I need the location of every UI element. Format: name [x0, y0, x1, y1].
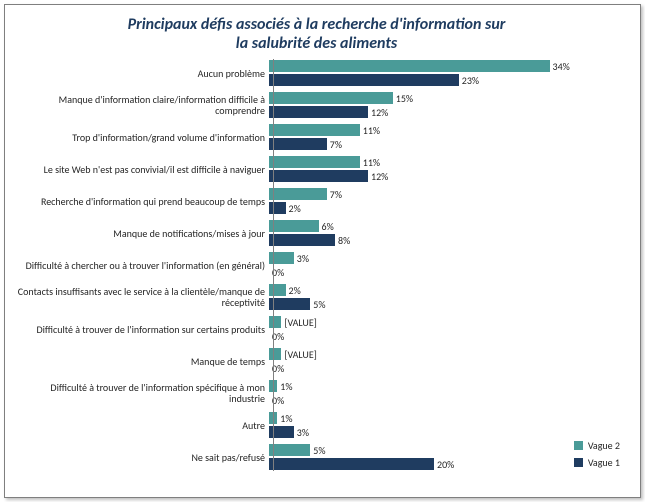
value-label-vague1: 7%	[330, 138, 342, 151]
legend-label-vague2: Vague 2	[588, 439, 620, 452]
bar-pair: 1%0%	[269, 379, 618, 407]
value-label-vague1: 2%	[289, 202, 301, 215]
bar-vague2	[269, 444, 310, 456]
bar-vague2	[269, 92, 393, 104]
bar-vague1	[269, 74, 459, 86]
bar-vague1	[269, 202, 286, 214]
chart-frame: Principaux défis associés à la recherche…	[4, 4, 641, 498]
value-label-vague1: 20%	[437, 458, 454, 471]
value-label-vague2: 11%	[363, 124, 380, 137]
bar-vague2	[269, 124, 360, 136]
category-row: Aucun problème 34% 23%	[17, 59, 618, 87]
category-label: Manque de temps	[17, 356, 269, 367]
category-label: Difficulté à trouver de l'information su…	[17, 324, 269, 335]
bar-pair: [VALUE]0%	[269, 315, 618, 343]
bar-pair: [VALUE]0%	[269, 347, 618, 375]
category-row: Manque de temps[VALUE]0%	[17, 347, 618, 375]
bar-pair: 11%12%	[269, 155, 618, 183]
category-label: Difficulté à trouver de l'information sp…	[17, 382, 269, 404]
category-row: Le site Web n'est pas convivial/il est d…	[17, 155, 618, 183]
value-label-vague2: 11%	[363, 156, 380, 169]
bar-vague2	[269, 188, 327, 200]
category-label: Recherche d'information qui prend beauco…	[17, 196, 269, 207]
category-row: Difficulté à trouver de l'information su…	[17, 315, 618, 343]
bar-vague1	[269, 234, 335, 246]
chart-title: Principaux défis associés à la recherche…	[11, 15, 622, 53]
value-label-vague1: 12%	[371, 170, 388, 183]
bar-vague1	[269, 298, 310, 310]
bar-vague2	[269, 284, 286, 296]
category-label: Ne sait pas/refusé	[17, 452, 269, 463]
category-label: Le site Web n'est pas convivial/il est d…	[17, 164, 269, 175]
category-row: Trop d'information/grand volume d'inform…	[17, 123, 618, 151]
legend: Vague 2 Vague 1	[574, 435, 620, 469]
value-label-vague2: 2%	[289, 284, 301, 297]
category-label: Difficulté à chercher ou à trouver l'inf…	[17, 260, 269, 271]
bar-vague2	[269, 220, 319, 232]
bar-vague2	[269, 348, 281, 360]
category-label: Trop d'information/grand volume d'inform…	[17, 132, 269, 143]
value-label-vague2: [VALUE]	[284, 316, 316, 329]
legend-item-vague1: Vague 1	[574, 456, 620, 469]
title-line-1: Principaux défis associés à la recherche…	[128, 15, 506, 34]
category-label: Manque de notifications/mises à jour	[17, 228, 269, 239]
value-label-vague2: 15%	[396, 92, 413, 105]
bar-vague2	[269, 60, 550, 72]
value-label-vague2: 3%	[297, 252, 309, 265]
value-label-vague2: 1%	[280, 380, 292, 393]
category-row: Difficulté à trouver de l'information sp…	[17, 379, 618, 407]
value-label-vague2: 7%	[330, 188, 342, 201]
bar-vague2	[269, 316, 281, 328]
bar-pair: 2% 5%	[269, 283, 618, 311]
value-label-vague2: 5%	[313, 444, 325, 457]
value-label-vague2: 6%	[322, 220, 334, 233]
bar-vague2	[269, 156, 360, 168]
bar-pair: 3%0%	[269, 251, 618, 279]
category-row: Difficulté à chercher ou à trouver l'inf…	[17, 251, 618, 279]
category-label: Aucun problème	[17, 68, 269, 79]
value-label-vague2: [VALUE]	[284, 348, 316, 361]
value-label-vague2: 1%	[280, 412, 292, 425]
bar-pair: 34% 23%	[269, 59, 618, 87]
category-row: Autre 1% 3%	[17, 411, 618, 439]
bar-vague1	[269, 458, 434, 470]
value-label-vague2: 34%	[553, 60, 570, 73]
value-label-vague1: 5%	[313, 298, 325, 311]
legend-swatch-vague2	[574, 441, 583, 450]
category-row: Contacts insuffisants avec le service à …	[17, 283, 618, 311]
category-row: Manque de notifications/mises à jour 6% 8%	[17, 219, 618, 247]
category-row: Manque d'information claire/information …	[17, 91, 618, 119]
value-label-vague1: 12%	[371, 106, 388, 119]
category-label: Autre	[17, 420, 269, 431]
category-row: Ne sait pas/refusé 5% 20%	[17, 443, 618, 471]
bar-pair: 7% 2%	[269, 187, 618, 215]
legend-item-vague2: Vague 2	[574, 439, 620, 452]
category-row: Recherche d'information qui prend beauco…	[17, 187, 618, 215]
bar-pair: 5% 20%	[269, 443, 618, 471]
legend-label-vague1: Vague 1	[588, 456, 620, 469]
chart-outer: Principaux défis associés à la recherche…	[0, 0, 645, 502]
bar-vague1	[269, 170, 368, 182]
bar-pair: 1% 3%	[269, 411, 618, 439]
value-label-vague1: 8%	[338, 234, 350, 247]
bar-pair: 6% 8%	[269, 219, 618, 247]
value-label-vague1: 3%	[297, 426, 309, 439]
legend-swatch-vague1	[574, 458, 583, 467]
category-label: Contacts insuffisants avec le service à …	[17, 286, 269, 308]
bar-pair: 15% 12%	[269, 91, 618, 119]
bar-vague1	[269, 106, 368, 118]
bar-vague1	[269, 138, 327, 150]
value-label-vague1: 23%	[462, 74, 479, 87]
title-line-2: la salubrité des aliments	[236, 34, 397, 53]
category-label: Manque d'information claire/information …	[17, 94, 269, 116]
y-axis-line	[273, 59, 274, 471]
bar-pair: 11% 7%	[269, 123, 618, 151]
chart-area: Aucun problème 34% 23% Manque d'information…	[17, 59, 618, 471]
